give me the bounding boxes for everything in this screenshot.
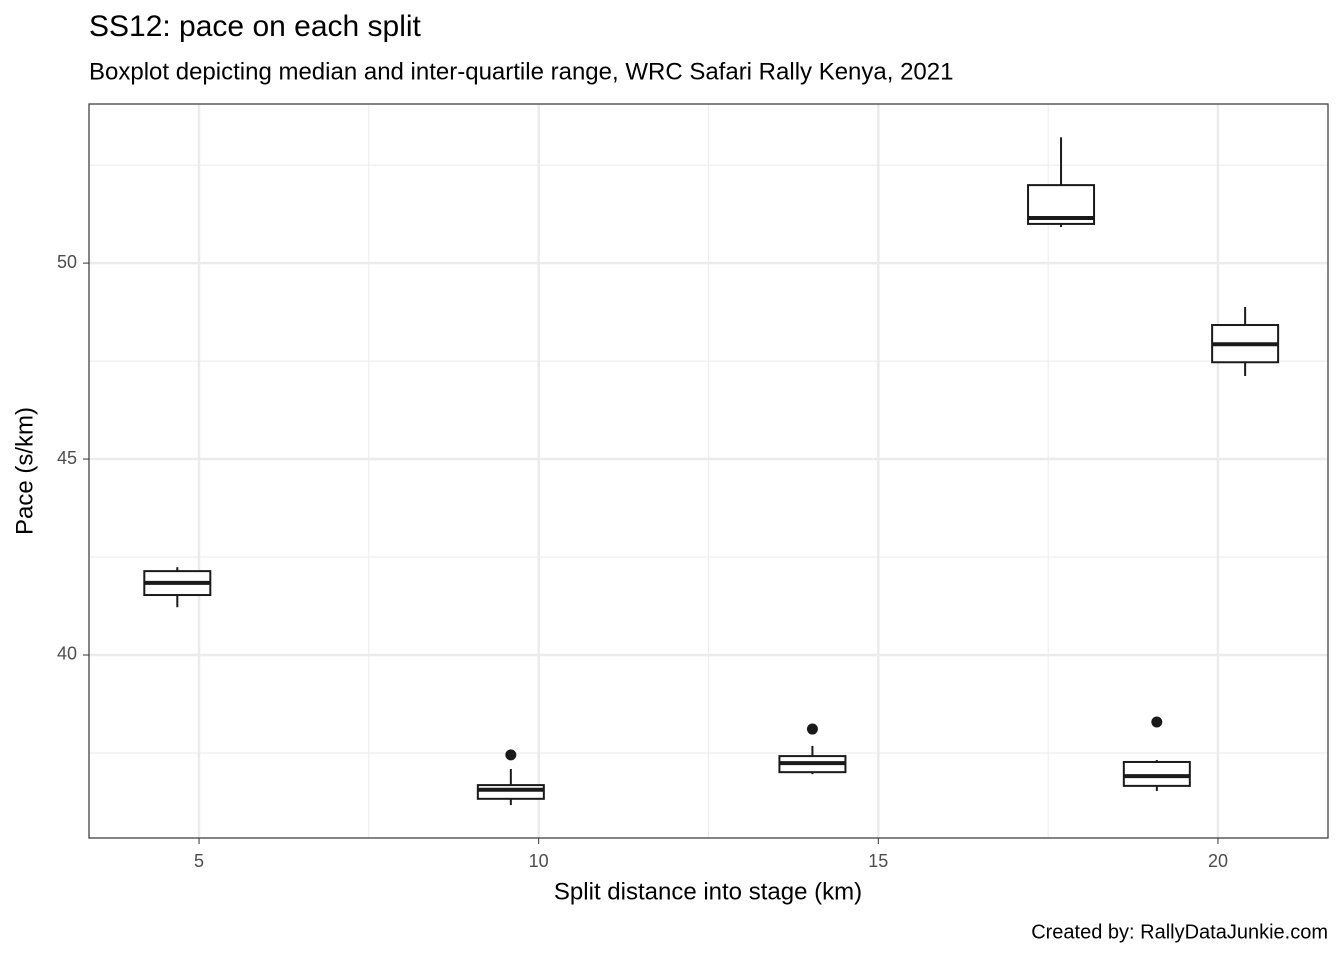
box (1122, 760, 1191, 787)
y-axis-label: Pace (s/km) (11, 407, 38, 535)
outlier (505, 749, 517, 761)
outlier (1151, 716, 1163, 728)
x-axis-label: Split distance into stage (km) (554, 878, 862, 905)
x-tick-label: 5 (194, 851, 204, 871)
caption: Created by: RallyDataJunkie.com (1031, 921, 1328, 943)
x-tick-label: 20 (1208, 851, 1228, 871)
chart-title: SS12: pace on each split (89, 10, 422, 43)
panel-border (88, 103, 1329, 839)
y-tick-label: 40 (57, 644, 77, 664)
box (476, 784, 545, 800)
x-tick-label: 10 (529, 851, 549, 871)
x-tick-label: 15 (868, 851, 888, 871)
outlier (806, 723, 818, 735)
y-tick-label: 50 (57, 252, 77, 272)
chart-subtitle: Boxplot depicting median and inter-quart… (89, 58, 953, 85)
y-tick-label: 45 (57, 448, 77, 468)
